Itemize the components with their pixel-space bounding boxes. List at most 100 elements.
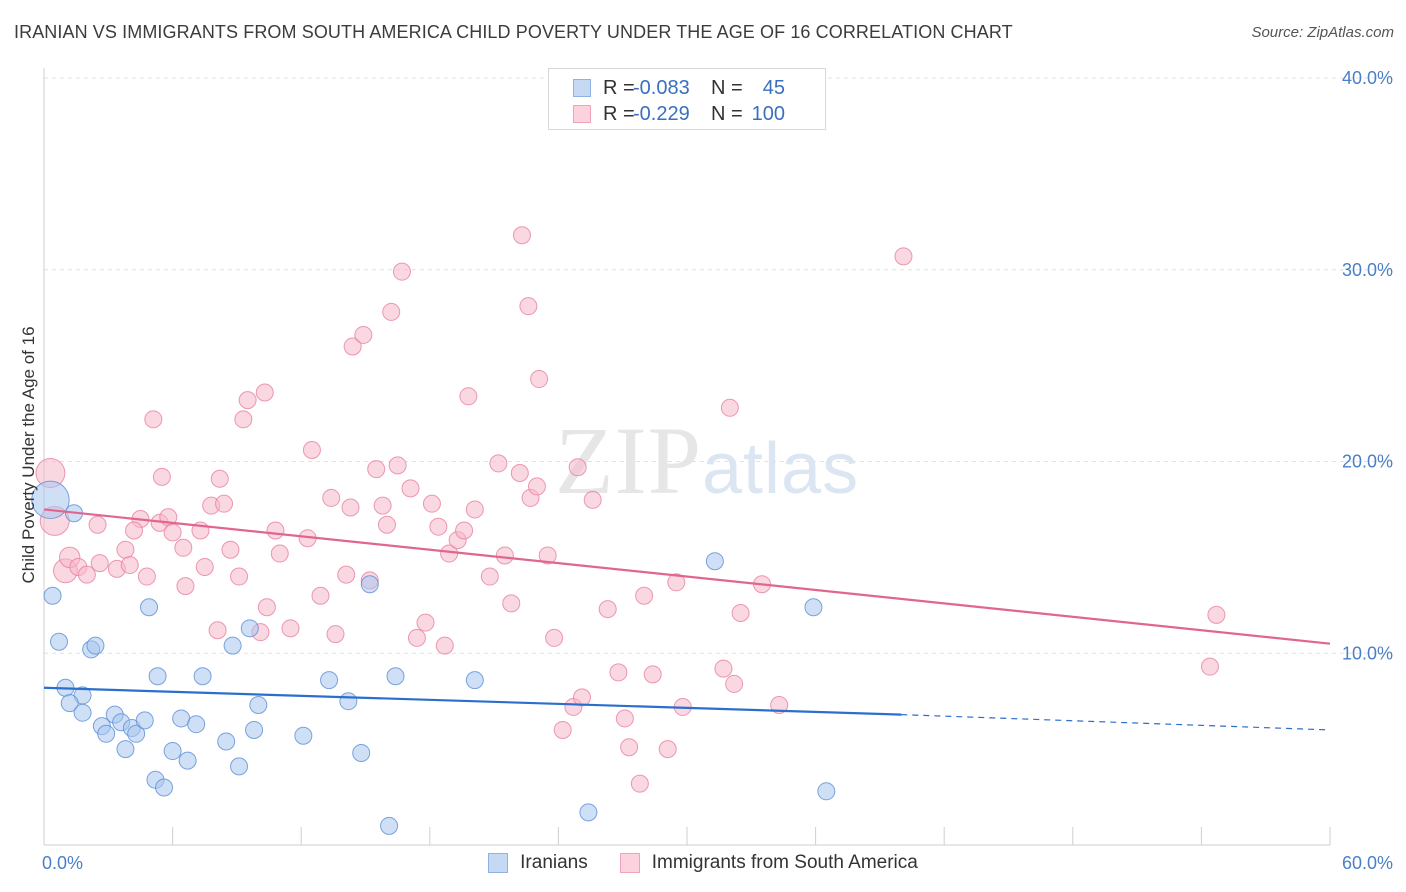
point-immigrants — [635, 586, 654, 605]
point-iranians — [43, 586, 62, 605]
point-immigrants — [407, 628, 426, 647]
point-immigrants — [720, 398, 739, 417]
point-immigrants — [630, 774, 649, 793]
point-iranians — [73, 703, 92, 722]
legend-row-immigrants: R = -0.229 N = 100 — [573, 101, 785, 127]
point-iranians — [705, 552, 724, 571]
point-iranians — [579, 803, 598, 822]
point-immigrants — [538, 546, 557, 565]
point-immigrants — [459, 387, 478, 406]
point-immigrants — [416, 613, 435, 632]
point-immigrants — [429, 517, 448, 536]
point-immigrants — [238, 391, 257, 410]
point-immigrants — [234, 410, 253, 429]
source-label: Source: ZipAtlas.com — [1251, 24, 1394, 41]
point-immigrants — [152, 467, 171, 486]
point-immigrants — [343, 337, 362, 356]
y-tick-label: 40.0% — [1342, 68, 1393, 88]
point-immigrants — [125, 521, 144, 540]
watermark-atlas: atlas — [702, 429, 860, 509]
legend: R = -0.083 N = 45 R = -0.229 N = 100 — [548, 68, 826, 130]
point-iranians — [223, 636, 242, 655]
point-immigrants — [230, 567, 249, 586]
point-immigrants — [658, 740, 677, 759]
y-axis-label: Child Poverty Under the Age of 16 — [19, 326, 38, 583]
point-iranians — [172, 709, 191, 728]
trend-line-iranians — [43, 686, 902, 716]
tick-labels: 10.0% 20.0% 30.0% 40.0% 0.0% 60.0% — [42, 68, 1393, 873]
point-iranians — [386, 667, 405, 686]
point-immigrants — [137, 567, 156, 586]
point-immigrants — [545, 628, 564, 647]
bottom-legend: Iranians Immigrants from South America — [0, 852, 1406, 874]
point-immigrants — [422, 494, 441, 513]
point-immigrants — [77, 565, 96, 584]
series-iranians-points — [31, 480, 836, 835]
legend-n-value: 45 — [762, 76, 785, 99]
point-iranians — [86, 636, 105, 655]
point-iranians — [187, 715, 206, 734]
point-immigrants — [572, 688, 591, 707]
point-iranians — [339, 692, 358, 711]
point-iranians — [31, 480, 70, 520]
point-iranians — [245, 720, 264, 739]
point-immigrants — [311, 586, 330, 605]
bottom-legend-label-iranians: Iranians — [520, 852, 588, 873]
y-tick-label: 10.0% — [1342, 643, 1393, 663]
axes — [43, 68, 1331, 846]
legend-swatch-immigrants — [573, 105, 591, 123]
point-iranians — [50, 632, 69, 651]
point-immigrants — [725, 674, 744, 693]
point-immigrants — [388, 456, 407, 475]
legend-r-value: -0.229 — [633, 102, 690, 125]
point-immigrants — [1207, 605, 1226, 624]
point-immigrants — [770, 696, 789, 715]
legend-n-label: N = — [711, 76, 743, 99]
point-immigrants — [163, 523, 182, 542]
point-iranians — [294, 726, 313, 745]
legend-r-value: -0.083 — [633, 76, 690, 99]
point-immigrants — [502, 594, 521, 613]
point-iranians — [127, 724, 146, 743]
point-immigrants — [1200, 657, 1219, 676]
point-immigrants — [195, 557, 214, 576]
point-immigrants — [341, 498, 360, 517]
point-immigrants — [489, 454, 508, 473]
legend-n-value: 100 — [751, 102, 785, 125]
point-immigrants — [495, 546, 514, 565]
point-immigrants — [553, 720, 572, 739]
point-immigrants — [512, 226, 531, 245]
point-immigrants — [615, 709, 634, 728]
point-immigrants — [266, 521, 285, 540]
point-immigrants — [88, 515, 107, 534]
point-immigrants — [894, 247, 913, 266]
y-tick-label: 20.0% — [1342, 452, 1393, 472]
bottom-legend-label-immigrants: Immigrants from South America — [651, 852, 918, 873]
point-immigrants — [373, 496, 392, 515]
point-iranians — [135, 711, 154, 730]
point-immigrants — [392, 262, 411, 281]
bottom-legend-immigrants: Immigrants from South America — [619, 852, 918, 874]
trend-line-immigrants — [43, 508, 1331, 645]
point-immigrants — [215, 494, 234, 513]
point-immigrants — [270, 544, 289, 563]
point-immigrants — [568, 458, 587, 477]
point-immigrants — [519, 297, 538, 316]
point-immigrants — [465, 500, 484, 519]
point-immigrants — [257, 598, 276, 617]
point-immigrants — [144, 410, 163, 429]
trend-line-iranians-extension — [901, 714, 1331, 731]
point-immigrants — [527, 477, 546, 496]
bottom-legend-swatch-iranians — [488, 853, 509, 873]
point-immigrants — [583, 490, 602, 509]
series-immigrants-points — [35, 226, 1226, 793]
point-immigrants — [731, 603, 750, 622]
point-immigrants — [620, 738, 639, 757]
point-immigrants — [210, 469, 229, 488]
x-tick-label: 0.0% — [42, 853, 83, 873]
point-iranians — [465, 671, 484, 690]
point-iranians — [193, 667, 212, 686]
legend-swatch-iranians — [573, 79, 591, 97]
point-immigrants — [367, 460, 386, 479]
